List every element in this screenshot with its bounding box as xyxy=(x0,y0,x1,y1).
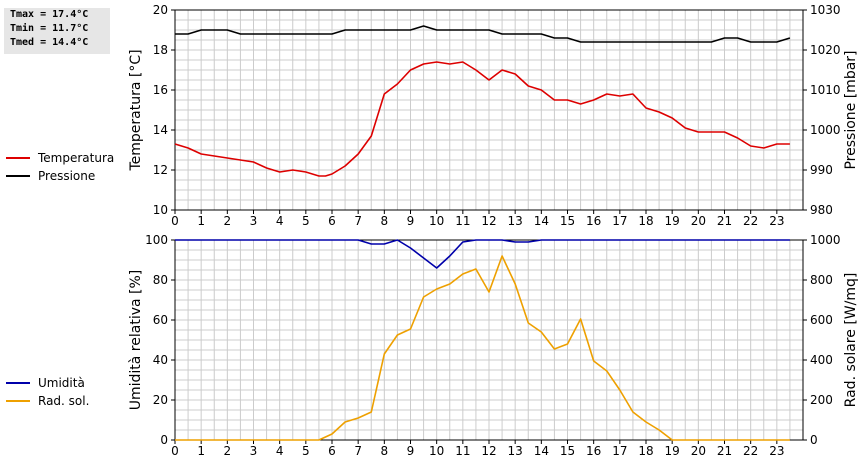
y-right-tick-label: 600 xyxy=(810,313,833,327)
x-tick-label: 10 xyxy=(429,214,444,228)
y-right-tick-label: 980 xyxy=(810,203,833,217)
y-right-axis-title: Rad. solare [W/mq] xyxy=(843,273,859,408)
x-tick-label: 15 xyxy=(560,214,575,228)
x-tick-label: 11 xyxy=(455,214,470,228)
y-left-tick-label: 18 xyxy=(153,43,168,57)
y-left-axis-title: Temperatura [°C] xyxy=(128,49,144,171)
x-tick-label: 8 xyxy=(381,214,389,228)
x-tick-label: 7 xyxy=(354,444,362,458)
y-left-tick-label: 20 xyxy=(153,3,168,17)
x-tick-label: 19 xyxy=(665,444,680,458)
x-tick-label: 11 xyxy=(455,444,470,458)
x-tick-label: 12 xyxy=(481,214,496,228)
series-line-pressione xyxy=(175,25,791,43)
series-line-umidit- xyxy=(175,239,790,269)
x-tick-label: 15 xyxy=(560,444,575,458)
x-tick-label: 12 xyxy=(481,444,496,458)
tmin-label: Tmin = 11.7°C xyxy=(10,23,89,34)
x-tick-label: 6 xyxy=(328,444,336,458)
y-left-tick-label: 20 xyxy=(153,393,168,407)
x-tick-label: 13 xyxy=(508,444,523,458)
y-right-axis-title: Pressione [mbar] xyxy=(843,50,859,169)
x-tick-label: 6 xyxy=(328,214,336,228)
x-tick-label: 21 xyxy=(717,214,732,228)
y-left-tick-label: 0 xyxy=(160,433,168,447)
x-tick-label: 14 xyxy=(534,444,549,458)
y-right-tick-label: 800 xyxy=(810,273,833,287)
legend-label: Temperatura xyxy=(37,151,114,165)
x-tick-label: 10 xyxy=(429,444,444,458)
y-right-tick-label: 1030 xyxy=(810,3,841,17)
x-tick-label: 3 xyxy=(250,214,258,228)
x-tick-label: 18 xyxy=(638,214,653,228)
y-left-tick-label: 60 xyxy=(153,313,168,327)
x-tick-label: 16 xyxy=(586,444,601,458)
x-tick-label: 20 xyxy=(691,444,706,458)
y-left-tick-label: 12 xyxy=(153,163,168,177)
x-tick-label: 19 xyxy=(665,214,680,228)
y-left-tick-label: 100 xyxy=(145,233,168,247)
x-tick-label: 5 xyxy=(302,444,310,458)
x-tick-label: 2 xyxy=(224,444,232,458)
y-left-axis-title: Umidità relativa [%] xyxy=(128,270,144,411)
y-left-tick-label: 80 xyxy=(153,273,168,287)
y-right-tick-label: 990 xyxy=(810,163,833,177)
x-tick-label: 16 xyxy=(586,214,601,228)
x-tick-label: 18 xyxy=(638,444,653,458)
x-tick-label: 21 xyxy=(717,444,732,458)
legend-label: Rad. sol. xyxy=(38,394,89,408)
x-tick-label: 9 xyxy=(407,214,415,228)
x-tick-label: 0 xyxy=(171,444,179,458)
y-left-tick-label: 16 xyxy=(153,83,168,97)
x-tick-label: 17 xyxy=(612,214,627,228)
x-tick-label: 2 xyxy=(224,214,232,228)
y-right-tick-label: 200 xyxy=(810,393,833,407)
tmed-label: Tmed = 14.4°C xyxy=(10,37,89,48)
y-left-tick-label: 14 xyxy=(153,123,168,137)
series-line-rad-sol- xyxy=(175,255,790,441)
y-right-tick-label: 1010 xyxy=(810,83,841,97)
x-tick-label: 1 xyxy=(197,444,205,458)
x-tick-label: 4 xyxy=(276,214,284,228)
y-right-tick-label: 0 xyxy=(810,433,818,447)
x-tick-label: 22 xyxy=(743,214,758,228)
x-tick-label: 13 xyxy=(508,214,523,228)
y-left-tick-label: 10 xyxy=(153,203,168,217)
x-tick-label: 9 xyxy=(407,444,415,458)
x-tick-label: 8 xyxy=(381,444,389,458)
x-tick-label: 0 xyxy=(171,214,179,228)
x-tick-label: 22 xyxy=(743,444,758,458)
x-tick-label: 3 xyxy=(250,444,258,458)
x-tick-label: 14 xyxy=(534,214,549,228)
x-tick-label: 5 xyxy=(302,214,310,228)
y-right-tick-label: 400 xyxy=(810,353,833,367)
x-tick-label: 23 xyxy=(769,444,784,458)
y-left-tick-label: 40 xyxy=(153,353,168,367)
y-right-tick-label: 1000 xyxy=(810,123,841,137)
x-tick-label: 7 xyxy=(354,214,362,228)
y-right-tick-label: 1020 xyxy=(810,43,841,57)
x-tick-label: 23 xyxy=(769,214,784,228)
stats-box: Tmax = 17.4°C Tmin = 11.7°C Tmed = 14.4°… xyxy=(4,8,110,54)
x-tick-label: 1 xyxy=(197,214,205,228)
x-tick-label: 4 xyxy=(276,444,284,458)
x-tick-label: 17 xyxy=(612,444,627,458)
legend-label: Pressione xyxy=(38,169,95,183)
x-tick-label: 20 xyxy=(691,214,706,228)
y-right-tick-label: 1000 xyxy=(810,233,841,247)
tmax-label: Tmax = 17.4°C xyxy=(10,9,89,20)
legend-label: Umidità xyxy=(38,376,85,390)
series-line-temperatura xyxy=(174,61,790,177)
